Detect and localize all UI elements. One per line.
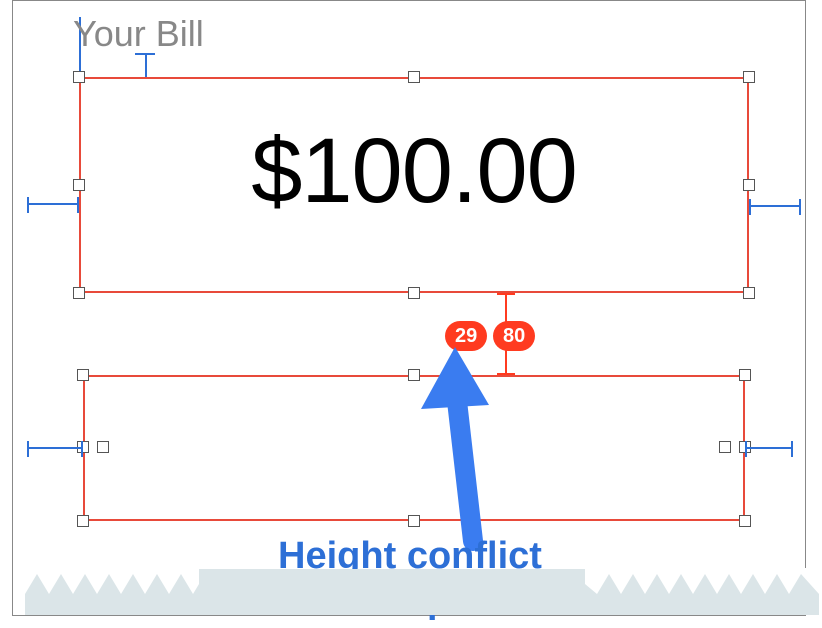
selection-handle[interactable] (739, 515, 751, 527)
selection-handle[interactable] (73, 71, 85, 83)
selection-handle[interactable] (739, 369, 751, 381)
selection-handle[interactable] (743, 71, 755, 83)
selection-handle[interactable] (73, 287, 85, 299)
selection-handle[interactable] (77, 369, 89, 381)
selection-handle[interactable] (77, 515, 89, 527)
conflict-badge-b[interactable]: 80 (493, 321, 535, 351)
conflict-badge-a[interactable]: 29 (445, 321, 487, 351)
selection-handle[interactable] (73, 179, 85, 191)
amount-value: $100.00 (79, 119, 749, 224)
h-constraint-left (27, 447, 83, 449)
selection-handle[interactable] (408, 71, 420, 83)
selection-handle[interactable] (743, 179, 755, 191)
selection-handle[interactable] (743, 287, 755, 299)
selection-handle[interactable] (719, 441, 731, 453)
h-constraint-left (27, 203, 79, 205)
h-constraint-right (745, 447, 793, 449)
selection-handle[interactable] (408, 287, 420, 299)
h-constraint-right (749, 205, 801, 207)
caret-indicator (135, 53, 155, 79)
torn-edge (25, 569, 819, 615)
annotation-arrow (403, 353, 553, 553)
selection-handle[interactable] (97, 441, 109, 453)
canvas-frame: Your Bill $100.00 29 80 CALCULATE TIP He… (12, 0, 806, 616)
bill-label: Your Bill (73, 13, 204, 55)
